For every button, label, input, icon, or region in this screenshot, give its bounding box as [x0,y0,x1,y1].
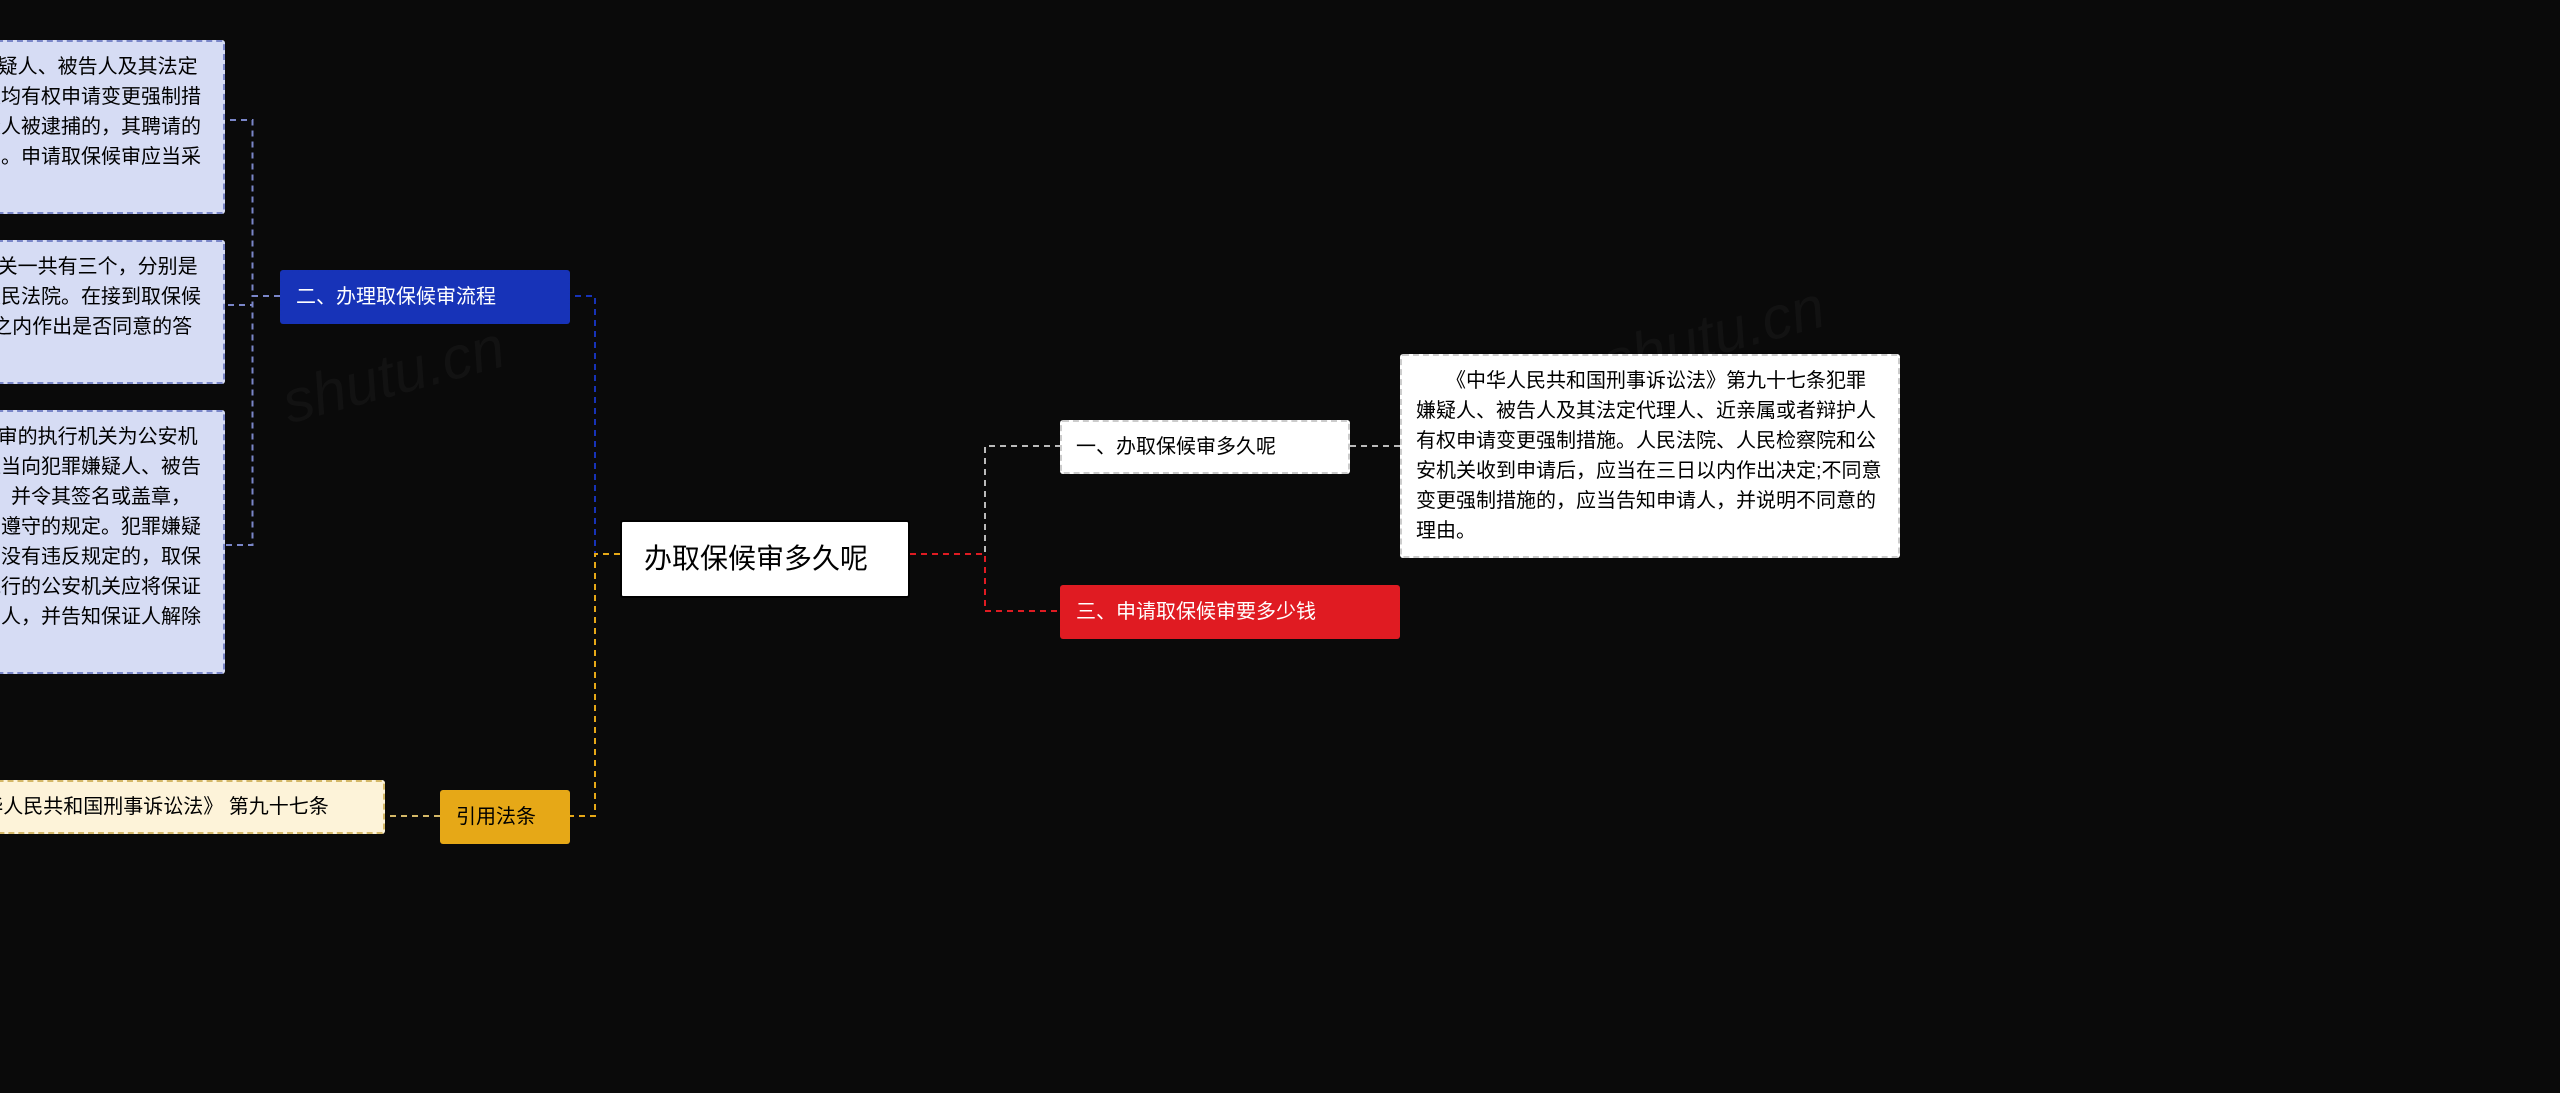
leaf-l1c2[interactable]: 2.取保候审的决定。决定机关一共有三个，分别是公安机关，人民检察院，人民法院。在… [0,240,225,384]
branch-l2[interactable]: 引用法条 [440,790,570,844]
leaf-l1c3[interactable]: 3.取保候审的执行。取保候审的执行机关为公安机关。公安机关在执行时，应当向犯罪嫌… [0,410,225,674]
branch-r2[interactable]: 三、申请取保候审要多少钱 [1060,585,1400,639]
branch-r1[interactable]: 一、办取保候审多久呢 [1060,420,1350,474]
leaf-l2c1[interactable]: [1]《中华人民共和国刑事诉讼法》 第九十七条 [0,780,385,834]
watermark: shutu.cn [275,312,512,437]
connector-layer [0,0,2560,1093]
root-node[interactable]: 办取保候审多久呢 [620,520,910,598]
leaf-r1c1[interactable]: 《中华人民共和国刑事诉讼法》第九十七条犯罪嫌疑人、被告人及其法定代理人、近亲属或… [1400,354,1900,558]
branch-l1[interactable]: 二、办理取保候审流程 [280,270,570,324]
leaf-l1c1[interactable]: 1.取保候审的申请。犯罪嫌疑人、被告人及其法定代理人、近亲属或者辩护人均有权申请… [0,40,225,214]
